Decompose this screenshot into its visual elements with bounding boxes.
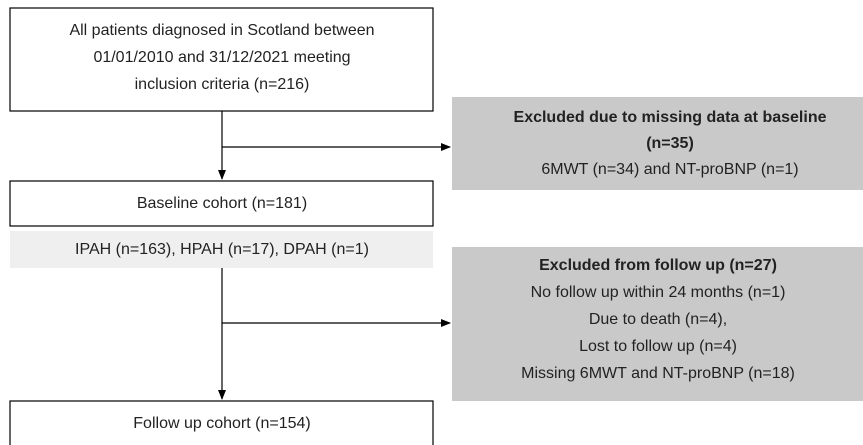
node-text: Baseline cohort (n=181) bbox=[137, 195, 307, 212]
node-text: Excluded due to missing data at baseline bbox=[514, 109, 827, 126]
node-text: inclusion criteria (n=216) bbox=[135, 76, 310, 93]
node-text: Follow up cohort (n=154) bbox=[133, 415, 310, 432]
node-text: (n=35) bbox=[646, 135, 694, 152]
box-excluded-followup bbox=[452, 247, 863, 401]
box-subtypes bbox=[10, 231, 433, 268]
box-excluded-baseline bbox=[452, 97, 863, 190]
box-followup bbox=[9, 400, 434, 445]
node-text: 6MWT (n=34) and NT-proBNP (n=1) bbox=[541, 161, 798, 178]
node-text: All patients diagnosed in Scotland betwe… bbox=[69, 22, 374, 39]
node-text: 01/01/2010 and 31/12/2021 meeting bbox=[93, 49, 350, 66]
node-text: Missing 6MWT and NT-proBNP (n=18) bbox=[521, 365, 795, 382]
box-baseline bbox=[9, 180, 434, 227]
node-text: Excluded from follow up (n=27) bbox=[539, 257, 777, 274]
node-text: Due to death (n=4), bbox=[589, 311, 727, 328]
node-text: No follow up within 24 months (n=1) bbox=[531, 284, 786, 301]
node-text: IPAH (n=163), HPAH (n=17), DPAH (n=1) bbox=[75, 241, 369, 258]
box-all-patients bbox=[9, 7, 434, 112]
node-text: Lost to follow up (n=4) bbox=[579, 338, 737, 355]
